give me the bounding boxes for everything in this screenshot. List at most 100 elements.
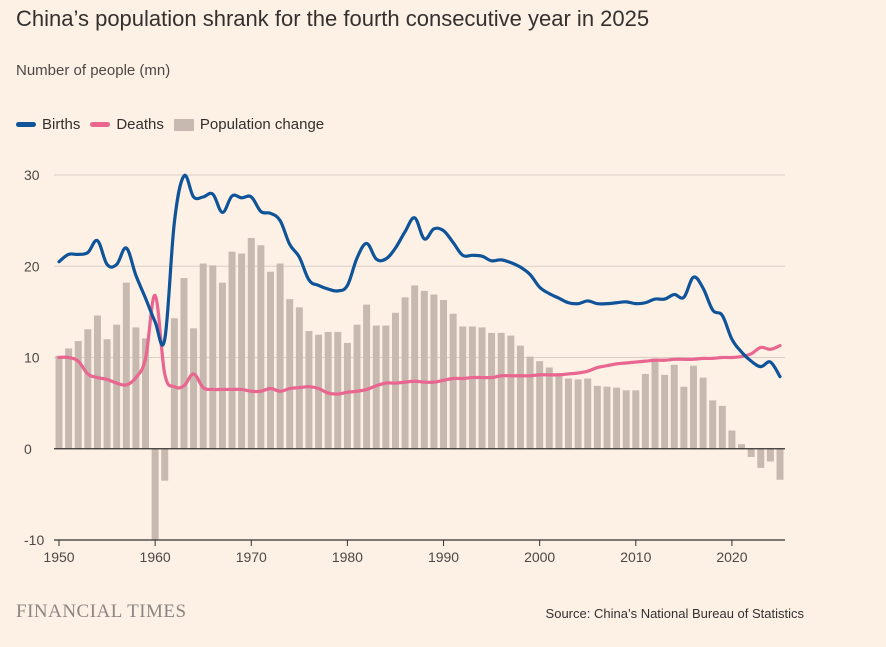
bar-1961 (161, 448, 169, 481)
y-tick-label-0: 0 (24, 441, 32, 457)
bar-2003 (565, 378, 573, 449)
bar-1994 (478, 327, 486, 449)
bar-1978 (324, 331, 332, 449)
line-births (57, 173, 782, 379)
x-tick-label-1980: 1980 (332, 549, 363, 565)
bar-2015 (680, 386, 688, 449)
bar-1991 (449, 313, 457, 449)
bar-1984 (382, 325, 390, 449)
bar-2014 (670, 364, 678, 449)
bar-2018 (709, 400, 717, 449)
x-tick-label-1950: 1950 (43, 549, 74, 565)
bar-1972 (266, 271, 274, 449)
bar-1953 (84, 329, 92, 449)
chart-plot: -10 0 10 20 30 1950 1960 1970 1980 1990 2000 2010 2… (24, 167, 785, 565)
legend-label-births: Births (42, 116, 81, 133)
bar-1976 (305, 331, 313, 449)
bar-1990 (440, 300, 448, 449)
legend-item-births: Births (16, 116, 80, 133)
chart-title: China’s population shrank for the fourth… (16, 6, 650, 31)
bar-1964 (190, 328, 198, 449)
bar-2008 (613, 387, 621, 449)
bar-1968 (228, 251, 236, 449)
bar-1997 (507, 335, 515, 449)
x-tick-label-1970: 1970 (236, 549, 267, 565)
bar-1971 (257, 245, 265, 449)
bar-1993 (468, 326, 476, 449)
bar-2021 (738, 444, 746, 449)
bar-1974 (286, 299, 294, 449)
bar-1988 (420, 290, 428, 449)
x-tick-label-2010: 2010 (620, 549, 651, 565)
bar-1969 (238, 253, 246, 449)
bar-2005 (584, 378, 592, 449)
bar-2012 (651, 358, 659, 449)
bar-1999 (526, 356, 534, 449)
y-tick-label--10: -10 (24, 532, 44, 548)
bar-2017 (699, 377, 707, 449)
legend-item-change: Population change (173, 116, 325, 133)
legend: Births Deaths Population change (16, 116, 334, 133)
legend-swatch-births (16, 122, 36, 127)
bar-1966 (209, 265, 217, 449)
bar-2024 (766, 448, 774, 462)
bar-2022 (747, 448, 755, 457)
legend-swatch-deaths (90, 122, 111, 127)
source-note: Source: China’s National Bureau of Stati… (545, 606, 804, 621)
bar-2019 (718, 405, 726, 449)
bar-1981 (353, 324, 361, 449)
bar-1951 (65, 348, 73, 449)
bar-1996 (497, 332, 505, 449)
bar-1979 (334, 331, 342, 449)
population-change-bars (55, 237, 784, 540)
bar-1985 (391, 312, 399, 449)
line-deaths (57, 293, 782, 396)
bar-1973 (276, 263, 284, 449)
bar-1975 (295, 307, 303, 449)
bar-2010 (632, 390, 640, 449)
y-axis-label: Number of people (mn) (16, 62, 171, 79)
bar-2016 (689, 365, 697, 449)
bar-1967 (218, 282, 226, 449)
bar-2000 (536, 361, 544, 449)
x-axis: 1950 1960 1970 1980 1990 2000 2010 2020 (43, 448, 785, 565)
bar-2004 (574, 379, 582, 449)
x-tick-label-1960: 1960 (140, 549, 171, 565)
bar-1998 (516, 345, 524, 449)
bar-1992 (459, 326, 467, 449)
bar-1963 (180, 278, 188, 449)
legend-swatch-change (173, 118, 194, 131)
bar-2007 (603, 386, 611, 449)
legend-label-change: Population change (199, 116, 325, 133)
bar-1952 (74, 341, 82, 449)
bar-2013 (661, 374, 669, 449)
bar-2009 (622, 390, 630, 449)
bar-1986 (401, 297, 409, 449)
bar-2020 (728, 430, 736, 449)
y-tick-label-30: 30 (24, 167, 40, 183)
bar-2001 (545, 367, 553, 449)
y-tick-label-10: 10 (24, 350, 40, 366)
x-tick-label-1990: 1990 (428, 549, 459, 565)
bar-2025 (776, 448, 784, 480)
bar-2023 (757, 448, 765, 468)
legend-label-deaths: Deaths (116, 116, 164, 133)
bar-1970 (247, 237, 255, 449)
bar-2006 (593, 385, 601, 449)
brand-logo: FINANCIAL TIMES (16, 601, 187, 622)
bar-1977 (315, 334, 323, 449)
x-tick-label-2000: 2000 (524, 549, 555, 565)
bar-1965 (199, 263, 207, 449)
bar-1960 (151, 448, 159, 540)
bar-1982 (363, 304, 371, 449)
bar-1959 (142, 338, 150, 449)
bar-2002 (555, 373, 563, 449)
bar-1954 (93, 315, 101, 449)
y-axis-ticks: -10 0 10 20 30 (24, 167, 44, 548)
bar-1955 (103, 339, 111, 449)
x-tick-label-2020: 2020 (716, 549, 747, 565)
bar-1989 (430, 294, 438, 449)
legend-item-deaths: Deaths (90, 116, 164, 133)
bar-1950 (55, 355, 63, 449)
bar-1956 (113, 324, 121, 449)
